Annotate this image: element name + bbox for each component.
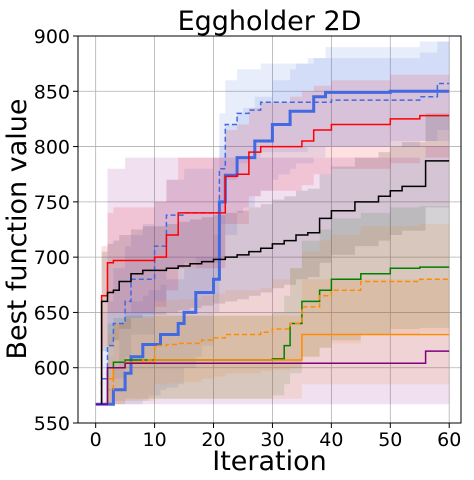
confidence-bands (95, 41, 450, 405)
y-tick-label: 750 (34, 192, 70, 214)
y-tick-label: 700 (34, 247, 70, 269)
series-4-band (95, 206, 450, 405)
series-2-band (95, 74, 450, 405)
y-tick-label: 850 (34, 81, 70, 103)
plot-frame (77, 35, 462, 424)
series-4-line (95, 266, 450, 405)
series-1-band (95, 41, 450, 405)
chart-title: Eggholder 2D (178, 6, 362, 37)
x-tick-label: 50 (378, 429, 402, 451)
x-tick-label: 20 (201, 429, 225, 451)
series-6-band (95, 279, 450, 405)
y-tick-label: 550 (34, 413, 70, 435)
series-7-band (95, 146, 450, 405)
x-axis-ticks: 0 10 20 30 40 50 60 (90, 423, 461, 451)
series-6-line (95, 333, 450, 405)
y-tick-label: 900 (34, 26, 70, 48)
series-5-line (95, 278, 450, 405)
y-axis-ticks: 550 600 650 700 750 800 850 900 (34, 26, 78, 435)
series-2-line (95, 114, 450, 405)
y-tick-label: 650 (34, 302, 70, 324)
x-tick-label: 30 (260, 429, 284, 451)
y-tick-label: 600 (34, 358, 70, 380)
y-axis-title: Best function value (2, 99, 33, 360)
x-axis-title: Iteration (212, 446, 327, 477)
x-tick-label: 10 (143, 429, 167, 451)
x-tick-label: 60 (437, 429, 461, 451)
series-3-band (95, 113, 450, 405)
series-3-line (95, 160, 450, 405)
series-7-line (95, 350, 450, 405)
x-tick-label: 0 (90, 429, 102, 451)
series-lines (95, 82, 450, 406)
series-0-line (95, 89, 450, 406)
x-tick-label: 40 (319, 429, 343, 451)
series-5-band (95, 224, 450, 405)
y-tick-label: 800 (34, 137, 70, 159)
